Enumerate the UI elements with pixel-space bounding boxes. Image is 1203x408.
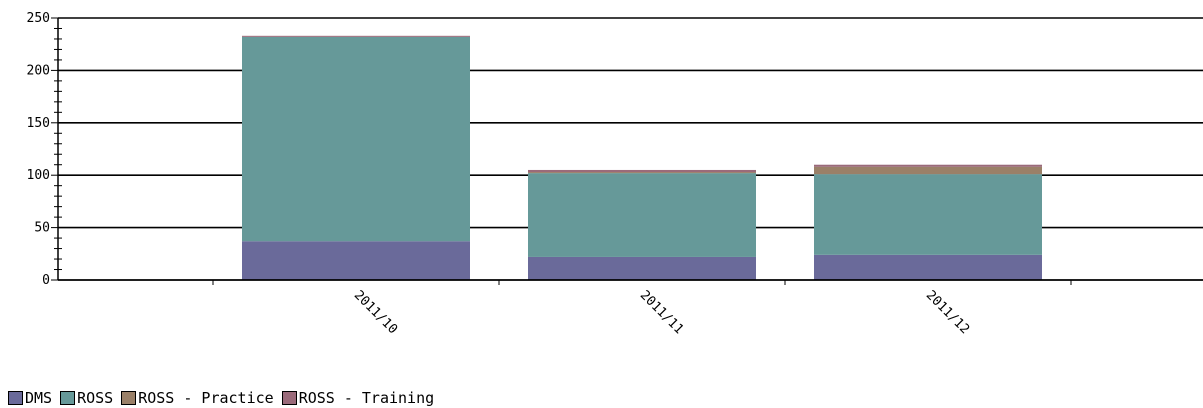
legend-swatch-ross [60,391,76,405]
bar-ross-training-2011-10 [242,35,470,37]
bar-ross-practice-2011-11 [528,172,756,174]
legend-label-ross-practice: ROSS - Practice [138,389,274,407]
x-axis-ticks: 2011/10 2011/11 2011/12 [212,280,1072,337]
y-tick-label-250: 250 [27,11,50,26]
bar-dms-2011-11 [528,256,756,280]
legend-swatch-ross-practice [121,391,137,405]
x-tick-label-2011-10: 2011/10 [351,288,400,337]
y-tick-label-0: 0 [42,273,50,288]
y-axis-ticks: 0 50 100 150 200 250 [27,11,62,288]
legend: DMS ROSS ROSS - Practice ROSS - Training [8,389,442,407]
x-tick-label-2011-11: 2011/11 [637,288,686,337]
y-tick-label-200: 200 [27,63,50,78]
bar-ross-training-2011-11 [528,169,756,173]
stacked-bar-chart: 0 50 100 150 200 250 2011/10 2011/11 2011/12 [27,11,1203,337]
bar-ross-2011-10 [242,36,470,242]
bar-ross-2011-11 [528,173,756,257]
legend-label-ross-training: ROSS - Training [298,389,435,407]
bar-ross-training-2011-12 [814,164,1042,167]
legend-swatch-ross-training [281,391,297,405]
bar-ross-2011-12 [814,174,1042,255]
legend-swatch-dms [8,391,23,405]
legend-item-ross-practice: ROSS - Practice [121,389,274,407]
bar-dms-2011-10 [242,241,470,280]
bar-ross-practice-2011-12 [814,166,1042,175]
y-tick-label-100: 100 [27,168,50,183]
axes [57,18,1203,281]
legend-item-ross-training: ROSS - Training [281,389,435,407]
y-tick-label-50: 50 [34,221,50,236]
legend-item-ross: ROSS [60,389,113,407]
bar-dms-2011-12 [814,254,1042,280]
legend-label-dms: DMS [25,389,53,407]
x-tick-label-2011-12: 2011/12 [923,288,972,337]
legend-label-ross: ROSS [77,389,114,407]
y-tick-label-150: 150 [27,116,50,131]
legend-item-dms: DMS [8,389,52,407]
bars [242,35,1042,280]
